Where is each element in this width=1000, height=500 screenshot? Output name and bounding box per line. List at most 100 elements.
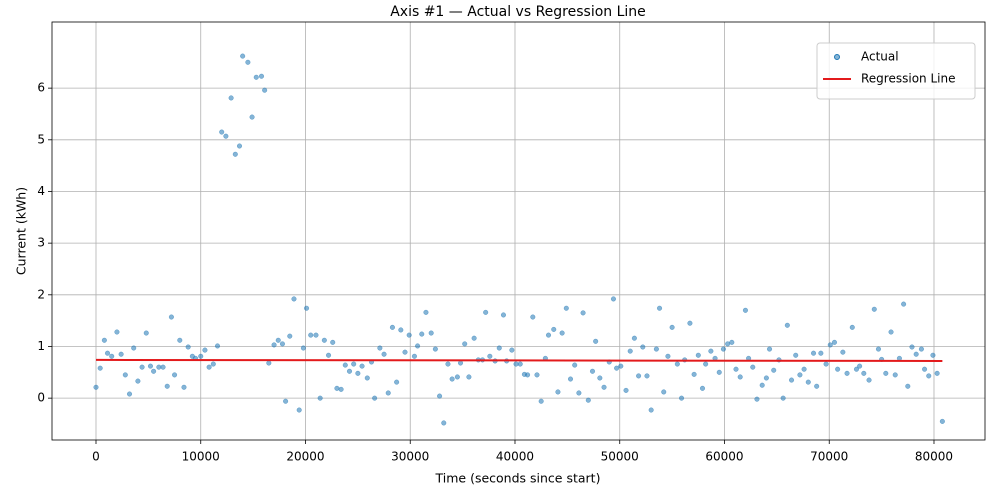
data-point	[385, 390, 391, 396]
data-point	[905, 383, 911, 389]
data-point	[593, 338, 599, 344]
data-point	[172, 372, 178, 378]
data-point	[126, 391, 133, 397]
data-point	[934, 370, 940, 376]
data-point	[567, 376, 574, 382]
data-point	[471, 335, 477, 341]
data-point	[835, 366, 841, 372]
data-point	[279, 341, 285, 347]
data-point	[266, 360, 272, 366]
x-tick-label: 60000	[705, 450, 743, 464]
data-point	[346, 368, 353, 374]
y-tick-label: 0	[37, 391, 45, 405]
y-tick-label: 3	[37, 236, 45, 250]
data-point	[228, 95, 234, 101]
data-point	[708, 348, 714, 354]
data-point	[640, 344, 646, 350]
data-point	[763, 375, 769, 381]
data-point	[406, 332, 412, 338]
data-point	[861, 370, 867, 376]
data-point	[810, 350, 817, 356]
data-point	[788, 377, 795, 383]
data-point	[394, 379, 400, 385]
data-point	[185, 344, 191, 350]
y-tick-label: 6	[37, 81, 45, 95]
data-point	[449, 376, 455, 382]
data-point	[883, 370, 889, 376]
data-point	[351, 361, 357, 367]
data-point	[793, 352, 799, 358]
data-point	[253, 74, 259, 80]
data-point	[720, 346, 726, 352]
x-tick-label: 80000	[915, 450, 953, 464]
regression-line	[95, 358, 943, 362]
data-point	[805, 379, 811, 385]
data-point	[342, 362, 348, 368]
data-point	[432, 346, 438, 352]
y-axis-label: Current (kWh)	[14, 187, 29, 275]
data-point	[496, 345, 502, 351]
data-point	[656, 305, 663, 311]
data-point	[291, 296, 297, 302]
data-point	[308, 332, 314, 338]
data-point	[372, 395, 378, 401]
data-point	[857, 363, 863, 369]
data-point	[729, 339, 735, 345]
data-point	[699, 385, 706, 391]
data-point	[177, 337, 183, 343]
data-point	[909, 344, 915, 350]
data-point	[678, 395, 685, 401]
x-tick-label: 40000	[496, 450, 534, 464]
data-point	[483, 309, 489, 315]
data-point	[840, 349, 846, 355]
data-point	[913, 351, 919, 357]
data-point	[147, 363, 154, 369]
data-point	[784, 322, 790, 328]
data-point	[389, 324, 395, 330]
data-point	[101, 337, 107, 343]
data-point	[114, 329, 120, 335]
data-point	[313, 332, 319, 338]
data-point	[198, 353, 204, 359]
data-point	[513, 361, 519, 367]
data-point	[875, 346, 882, 352]
data-point	[780, 395, 786, 401]
x-tick-label: 30000	[391, 450, 429, 464]
data-point	[853, 366, 860, 372]
data-point	[844, 370, 850, 376]
data-point	[674, 361, 680, 367]
data-point	[545, 332, 552, 338]
data-point	[93, 384, 99, 390]
data-point	[143, 330, 149, 336]
data-point	[338, 386, 344, 392]
data-point	[576, 390, 582, 396]
data-point	[402, 349, 408, 355]
data-point	[823, 361, 829, 367]
data-point	[725, 341, 731, 347]
data-point	[597, 375, 603, 381]
data-point	[559, 330, 565, 336]
data-point	[232, 151, 238, 157]
data-point	[500, 312, 507, 318]
x-tick-label: 20000	[286, 450, 324, 464]
data-point	[462, 341, 468, 347]
data-point	[827, 342, 833, 348]
data-point	[219, 129, 225, 135]
data-point	[922, 366, 928, 372]
legend-box	[816, 42, 976, 100]
data-point	[530, 314, 536, 320]
data-point	[716, 369, 722, 375]
data-point	[572, 362, 578, 368]
data-point	[135, 378, 141, 384]
data-point	[888, 329, 894, 335]
data-point	[831, 339, 838, 345]
data-point	[627, 348, 633, 354]
data-point	[661, 389, 667, 395]
data-point	[97, 365, 103, 371]
data-point	[939, 418, 945, 424]
data-point	[538, 398, 544, 404]
data-point	[287, 333, 293, 339]
data-point	[258, 73, 265, 79]
data-point	[695, 352, 701, 358]
